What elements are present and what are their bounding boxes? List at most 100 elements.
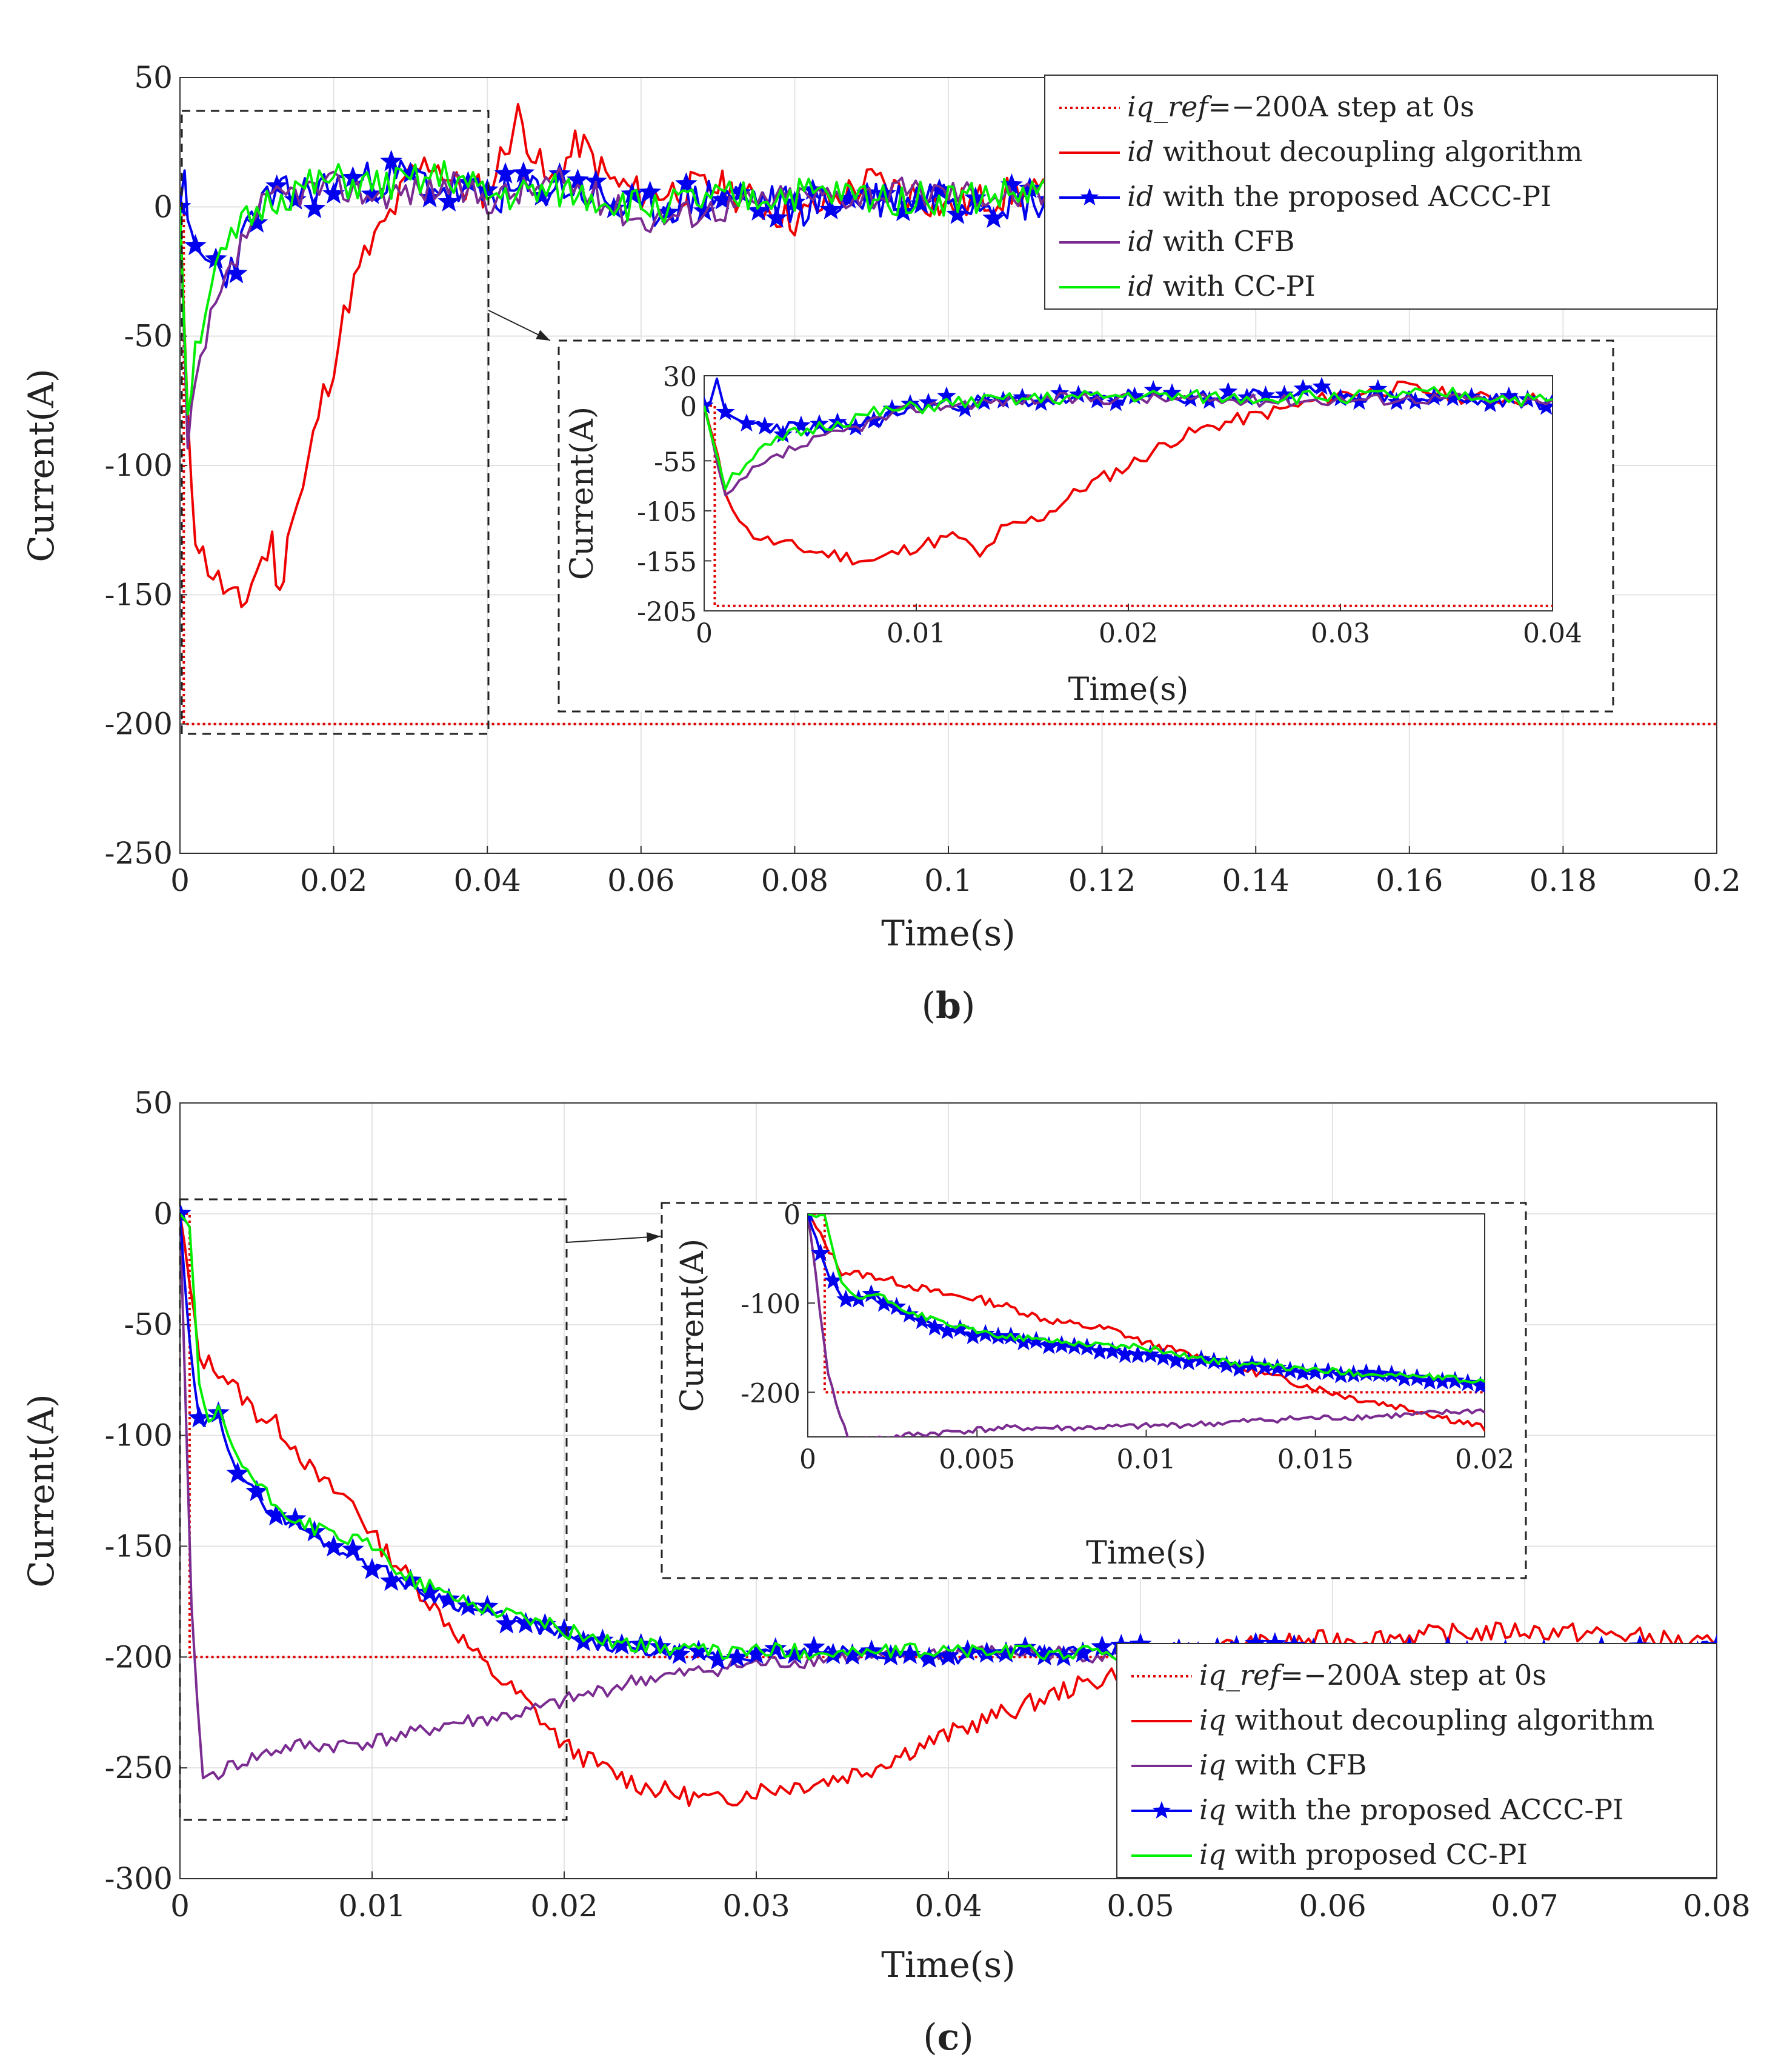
panel-c-ytick-label: 0 (153, 1196, 173, 1231)
legend-var: iq (1199, 1793, 1226, 1826)
legend-var: id (1127, 270, 1154, 302)
panel-b-ytick-label: -250 (105, 836, 173, 871)
panel-b-legend-entry-id_accc: id with the proposed ACCC-PI (1127, 180, 1551, 213)
panel-b-inset-marker-id_accc (1537, 396, 1553, 415)
panel-b-inset-marker-id_accc (1106, 393, 1126, 411)
panel-label-close: ) (959, 2016, 973, 2059)
legend-text: with the proposed ACCC-PI (1154, 180, 1551, 213)
panel-c-marker-iq_accc (438, 1587, 461, 1609)
panel-b-marker-id_accc (494, 162, 517, 184)
panel-c-y-axis-label: Current(A) (21, 1394, 62, 1587)
legend-text: =−200A step at 0s (1280, 1659, 1546, 1691)
panel-c-ytick-label: -300 (105, 1861, 173, 1896)
panel-b-legend-entry-id_ccpi: id with CC-PI (1127, 270, 1316, 302)
panel-b-ytick-label: -200 (105, 707, 173, 742)
panel-c-ytick-label: -150 (105, 1528, 173, 1564)
panel-c-xtick-label: 0.06 (1299, 1888, 1366, 1924)
panel-c-zoom-arrowhead (646, 1232, 661, 1242)
panel-b-inset-x-axis-label: Time(s) (1068, 671, 1189, 708)
panel-c-inset-xtick-label: 0.02 (1455, 1444, 1514, 1475)
panel-b-inset-xtick-label: 0.04 (1523, 618, 1582, 649)
panel-c-marker-iq_accc (937, 1644, 960, 1666)
panel-c-inset-series-iq_nodec (808, 1214, 1485, 1432)
panel-c-inset-marker-iq_accc (1445, 1371, 1465, 1389)
legend-var: iq (1199, 1748, 1226, 1781)
panel-c-legend-entry-iq_accc: iq with the proposed ACCC-PI (1199, 1793, 1623, 1826)
panel-b-inset-ytick-label: -205 (637, 597, 697, 628)
panel-b-legend-marker-id_accc (1080, 188, 1099, 205)
legend-var: id (1127, 225, 1154, 258)
panel-b-marker-id_accc (639, 181, 662, 202)
panel-b-inset-line-id_nodec (704, 381, 1553, 566)
panel-label-open: ( (923, 2016, 937, 2059)
panel-b-marker-id_accc (946, 202, 969, 224)
panel-c-marker-iq_accc (1091, 1635, 1114, 1657)
panel-b-marker-id_accc (438, 190, 461, 212)
legend-text: with proposed CC-PI (1226, 1838, 1528, 1871)
legend-var: id (1127, 180, 1154, 213)
panel-b-marker-id_accc (303, 196, 326, 219)
panel-b-inset-plot-area (704, 376, 1553, 611)
panel-c-ytick-label: -250 (105, 1750, 173, 1785)
panel-b-marker-id_accc (548, 162, 571, 184)
legend-text: with CFB (1226, 1748, 1367, 1781)
panel-c-inset-marker-iq_accc (1356, 1363, 1376, 1382)
panel-c-inset-ytick-label: 0 (784, 1200, 801, 1231)
panel-b-legend-box (1044, 75, 1718, 310)
panel-c-label: (c) (923, 2016, 973, 2059)
panel-c-inset-marker-iq_accc (874, 1293, 894, 1312)
panel-b-legend-entry-iq_ref: iq_ref=−200A step at 0s (1127, 90, 1474, 123)
legend-var: iq_ref (1127, 90, 1212, 123)
panel-c-marker-iq_accc (265, 1504, 287, 1526)
panel-b-xtick-label: 0.16 (1376, 863, 1443, 898)
panel-c-marker-iq_accc (207, 1401, 230, 1423)
panel-c-line-iq_nodec (180, 1213, 1717, 1807)
panel-b-xtick-label: 0.18 (1530, 863, 1597, 898)
legend-var: iq (1199, 1704, 1226, 1736)
panel-c-inset-marker-iq_accc (1153, 1347, 1173, 1366)
panel-b-ytick-label: -100 (105, 448, 173, 483)
panel-b-inset-ytick-label: 30 (663, 362, 697, 393)
legend-text: with CFB (1154, 225, 1294, 258)
panel-b-ytick-label: -150 (105, 577, 173, 612)
panel-c-xtick-label: 0.07 (1491, 1888, 1558, 1924)
panel-b-xtick-label: 0.14 (1222, 863, 1290, 898)
panel-b-inset-xtick-label: 0.03 (1311, 618, 1370, 649)
panel-c-ytick-label: -100 (105, 1418, 173, 1453)
panel-b-inset-ytick-label: -155 (637, 547, 697, 578)
panel-c-marker-iq_accc (707, 1648, 730, 1670)
panel-c-series-iq_ccpi (180, 1213, 1141, 1661)
panel-c-inset-marker-iq_accc (1166, 1350, 1185, 1369)
panel-c-inset-marker-iq_accc (862, 1284, 881, 1302)
panel-c-marker-iq_accc (226, 1462, 249, 1484)
panel-b-zoom-arrowhead (536, 330, 550, 341)
panel-b-inset-marker-id_accc (1368, 379, 1388, 398)
panel-c-inset-line-iq_ccpi (808, 1214, 1485, 1384)
panel-c-inset-y-axis-label: Current(A) (674, 1239, 711, 1412)
panel-c-marker-iq_accc (322, 1535, 345, 1557)
panel-c-zoom-arrow (566, 1236, 661, 1243)
panel-c-inset-marker-iq_accc (925, 1317, 945, 1336)
panel-c-legend-entry-iq_nodec: iq without decoupling algorithm (1199, 1704, 1654, 1736)
panel-c-legend-entry-iq_cfb: iq with CFB (1199, 1748, 1367, 1781)
panel-b-marker-id_accc (819, 198, 842, 219)
panel-b-inset-ytick-label: 0 (680, 392, 697, 423)
panel-c-marker-iq_accc (610, 1633, 633, 1655)
panel-label-letter: c (937, 2016, 960, 2059)
panel-c-inset-series-iq_ccpi (808, 1214, 1485, 1384)
panel-b-zoom-region (181, 110, 490, 735)
panel-b-marker-id_accc (765, 206, 788, 228)
legend-text: =−200A step at 0s (1208, 90, 1474, 123)
panel-c-inset-series-iq_cfb (808, 1214, 1485, 1437)
panel-b-ytick-label: 50 (134, 60, 173, 95)
panel-c-xtick-label: 0 (170, 1888, 190, 1924)
panel-c-ytick-label: -50 (124, 1307, 173, 1342)
panel-b-inset-marker-id_accc (1162, 383, 1182, 402)
panel-c-inset-marker-iq_accc (1103, 1341, 1122, 1359)
panel-c-ytick-label: -200 (105, 1639, 173, 1674)
panel-c-xtick-label: 0.02 (530, 1888, 598, 1924)
panel-b-inset-ytick-label: -55 (654, 447, 697, 478)
panel-b-xtick-label: 0.2 (1693, 863, 1741, 898)
panel-b-marker-id_accc (380, 150, 403, 172)
panel-b: 0 0.02 0.04 0.06 0.08 0.1 0.12 0.14 0.16 0.18 0.2 -… (21, 60, 1741, 1027)
